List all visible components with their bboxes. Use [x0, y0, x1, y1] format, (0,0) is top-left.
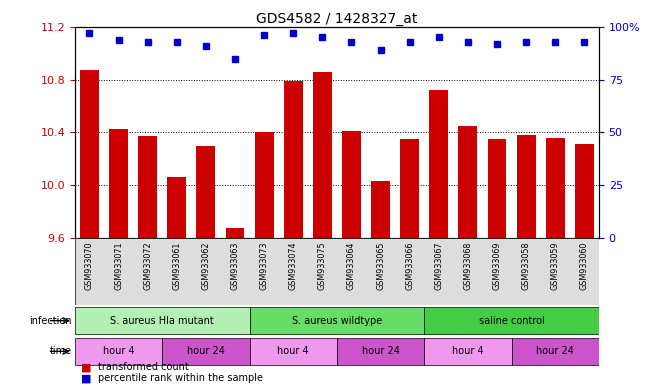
Text: hour 24: hour 24 — [187, 346, 225, 356]
Bar — [75, 338, 162, 365]
Bar — [249, 338, 337, 365]
Bar — [424, 307, 599, 334]
Bar — [75, 307, 249, 334]
Text: GSM933059: GSM933059 — [551, 242, 560, 290]
Bar — [284, 81, 303, 238]
Bar — [342, 131, 361, 238]
Text: GSM933073: GSM933073 — [260, 242, 269, 290]
Bar — [255, 132, 273, 238]
Text: GSM933062: GSM933062 — [201, 242, 210, 290]
Text: GSM933067: GSM933067 — [434, 242, 443, 290]
Bar — [249, 307, 424, 334]
Bar — [197, 146, 215, 238]
Bar — [575, 144, 594, 238]
Bar — [138, 136, 157, 238]
Text: GSM933060: GSM933060 — [580, 242, 589, 290]
Bar — [80, 70, 99, 238]
Text: GSM933068: GSM933068 — [464, 242, 473, 290]
Bar — [313, 72, 332, 238]
Bar — [512, 338, 599, 365]
Bar — [546, 138, 564, 238]
Text: hour 24: hour 24 — [361, 346, 400, 356]
Text: infection: infection — [29, 316, 72, 326]
Text: transformed count: transformed count — [98, 362, 188, 372]
Bar — [458, 126, 477, 238]
Bar — [517, 135, 536, 238]
Bar — [400, 139, 419, 238]
Text: hour 24: hour 24 — [536, 346, 574, 356]
Text: GSM933066: GSM933066 — [405, 242, 414, 290]
Text: GSM933064: GSM933064 — [347, 242, 356, 290]
Text: GSM933071: GSM933071 — [114, 242, 123, 290]
Bar — [424, 338, 512, 365]
Text: time: time — [49, 346, 72, 356]
Bar — [337, 338, 424, 365]
Text: S. aureus Hla mutant: S. aureus Hla mutant — [110, 316, 214, 326]
Text: ■: ■ — [81, 362, 92, 372]
Text: GSM933074: GSM933074 — [289, 242, 298, 290]
Text: percentile rank within the sample: percentile rank within the sample — [98, 373, 262, 383]
Text: hour 4: hour 4 — [277, 346, 309, 356]
Text: GSM933058: GSM933058 — [521, 242, 531, 290]
Bar — [162, 338, 249, 365]
Bar — [75, 238, 599, 305]
Bar — [488, 139, 506, 238]
Bar — [371, 181, 390, 238]
Text: ■: ■ — [81, 373, 92, 383]
Text: GDS4582 / 1428327_at: GDS4582 / 1428327_at — [256, 12, 417, 25]
Text: GSM933065: GSM933065 — [376, 242, 385, 290]
Text: GSM933063: GSM933063 — [230, 242, 240, 290]
Text: GSM933069: GSM933069 — [493, 242, 501, 290]
Text: GSM933075: GSM933075 — [318, 242, 327, 290]
Bar — [225, 227, 245, 238]
Text: GSM933061: GSM933061 — [173, 242, 181, 290]
Text: saline control: saline control — [478, 316, 544, 326]
Text: GSM933072: GSM933072 — [143, 242, 152, 290]
Text: GSM933070: GSM933070 — [85, 242, 94, 290]
Bar — [429, 90, 449, 238]
Text: S. aureus wildtype: S. aureus wildtype — [292, 316, 382, 326]
Text: hour 4: hour 4 — [103, 346, 134, 356]
Bar — [167, 177, 186, 238]
Text: hour 4: hour 4 — [452, 346, 484, 356]
Bar — [109, 129, 128, 238]
